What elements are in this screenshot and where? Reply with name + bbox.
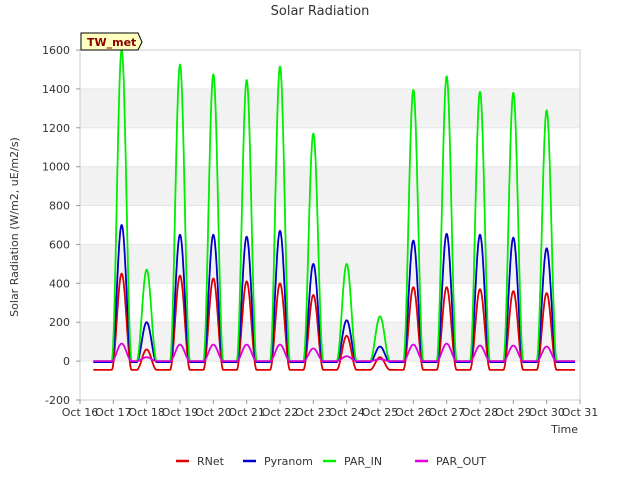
- x-tick-label: Oct 28: [462, 406, 499, 419]
- x-tick-label: Oct 22: [262, 406, 299, 419]
- series-line-pyranom: [92, 224, 576, 364]
- x-tick-label: Oct 23: [295, 406, 332, 419]
- x-tick-label: Oct 25: [362, 406, 399, 419]
- station-annotation: TW_met: [80, 32, 143, 51]
- grid-band: [80, 166, 580, 206]
- legend: RNet Pyranom PAR_IN PAR_OUT: [176, 455, 486, 468]
- y-tick-label: 200: [49, 316, 70, 329]
- y-tick-label: 1600: [42, 44, 70, 57]
- grid-bands: [80, 49, 580, 401]
- x-tick-label: Oct 27: [428, 406, 465, 419]
- x-tick-label: Oct 21: [228, 406, 265, 419]
- chart-title: Solar Radiation: [271, 4, 370, 19]
- grid-band: [80, 244, 580, 284]
- x-tick-label: Oct 29: [495, 406, 532, 419]
- y-tick-label: 600: [49, 238, 70, 251]
- legend-label: Pyranom: [264, 455, 313, 468]
- legend-label: PAR_IN: [344, 455, 382, 468]
- x-tick-label: Oct 30: [528, 406, 565, 419]
- x-tick-label: Oct 19: [162, 406, 199, 419]
- y-axis-label: Solar Radiation (W/m2, uE/m2/s): [8, 137, 21, 317]
- y-tick-label: 1400: [42, 83, 70, 96]
- y-tick-label: 800: [49, 200, 70, 213]
- x-tick-label: Oct 31: [562, 406, 599, 419]
- grid-band: [80, 88, 580, 128]
- y-tick-label: -200: [45, 394, 70, 407]
- plot-frame: [79, 49, 581, 401]
- annotation-label: TW_met: [87, 36, 136, 49]
- series-layer: [92, 49, 576, 371]
- series-line-par-out: [92, 342, 576, 363]
- x-axis-label: Time: [550, 423, 578, 436]
- x-tick-label: Oct 17: [95, 406, 132, 419]
- series-line-rnet: [92, 272, 576, 371]
- x-tick-label: Oct 18: [128, 406, 165, 419]
- x-tick-label: Oct 16: [62, 406, 99, 419]
- x-tick-label: Oct 26: [395, 406, 432, 419]
- x-tick-label: Oct 24: [328, 406, 365, 419]
- y-tick-label: 1000: [42, 161, 70, 174]
- y-tick-label: 0: [63, 355, 70, 368]
- y-tick-label: 400: [49, 277, 70, 290]
- legend-label: RNet: [197, 455, 225, 468]
- annotation-box: [80, 32, 143, 51]
- y-tick-label: 1200: [42, 122, 70, 135]
- x-tick-label: Oct 20: [195, 406, 232, 419]
- legend-label: PAR_OUT: [436, 455, 486, 468]
- y-axis-ticks: -200 0 200 400 600 800 1000 1200 1400 1600: [42, 44, 80, 407]
- grid-band: [80, 322, 580, 362]
